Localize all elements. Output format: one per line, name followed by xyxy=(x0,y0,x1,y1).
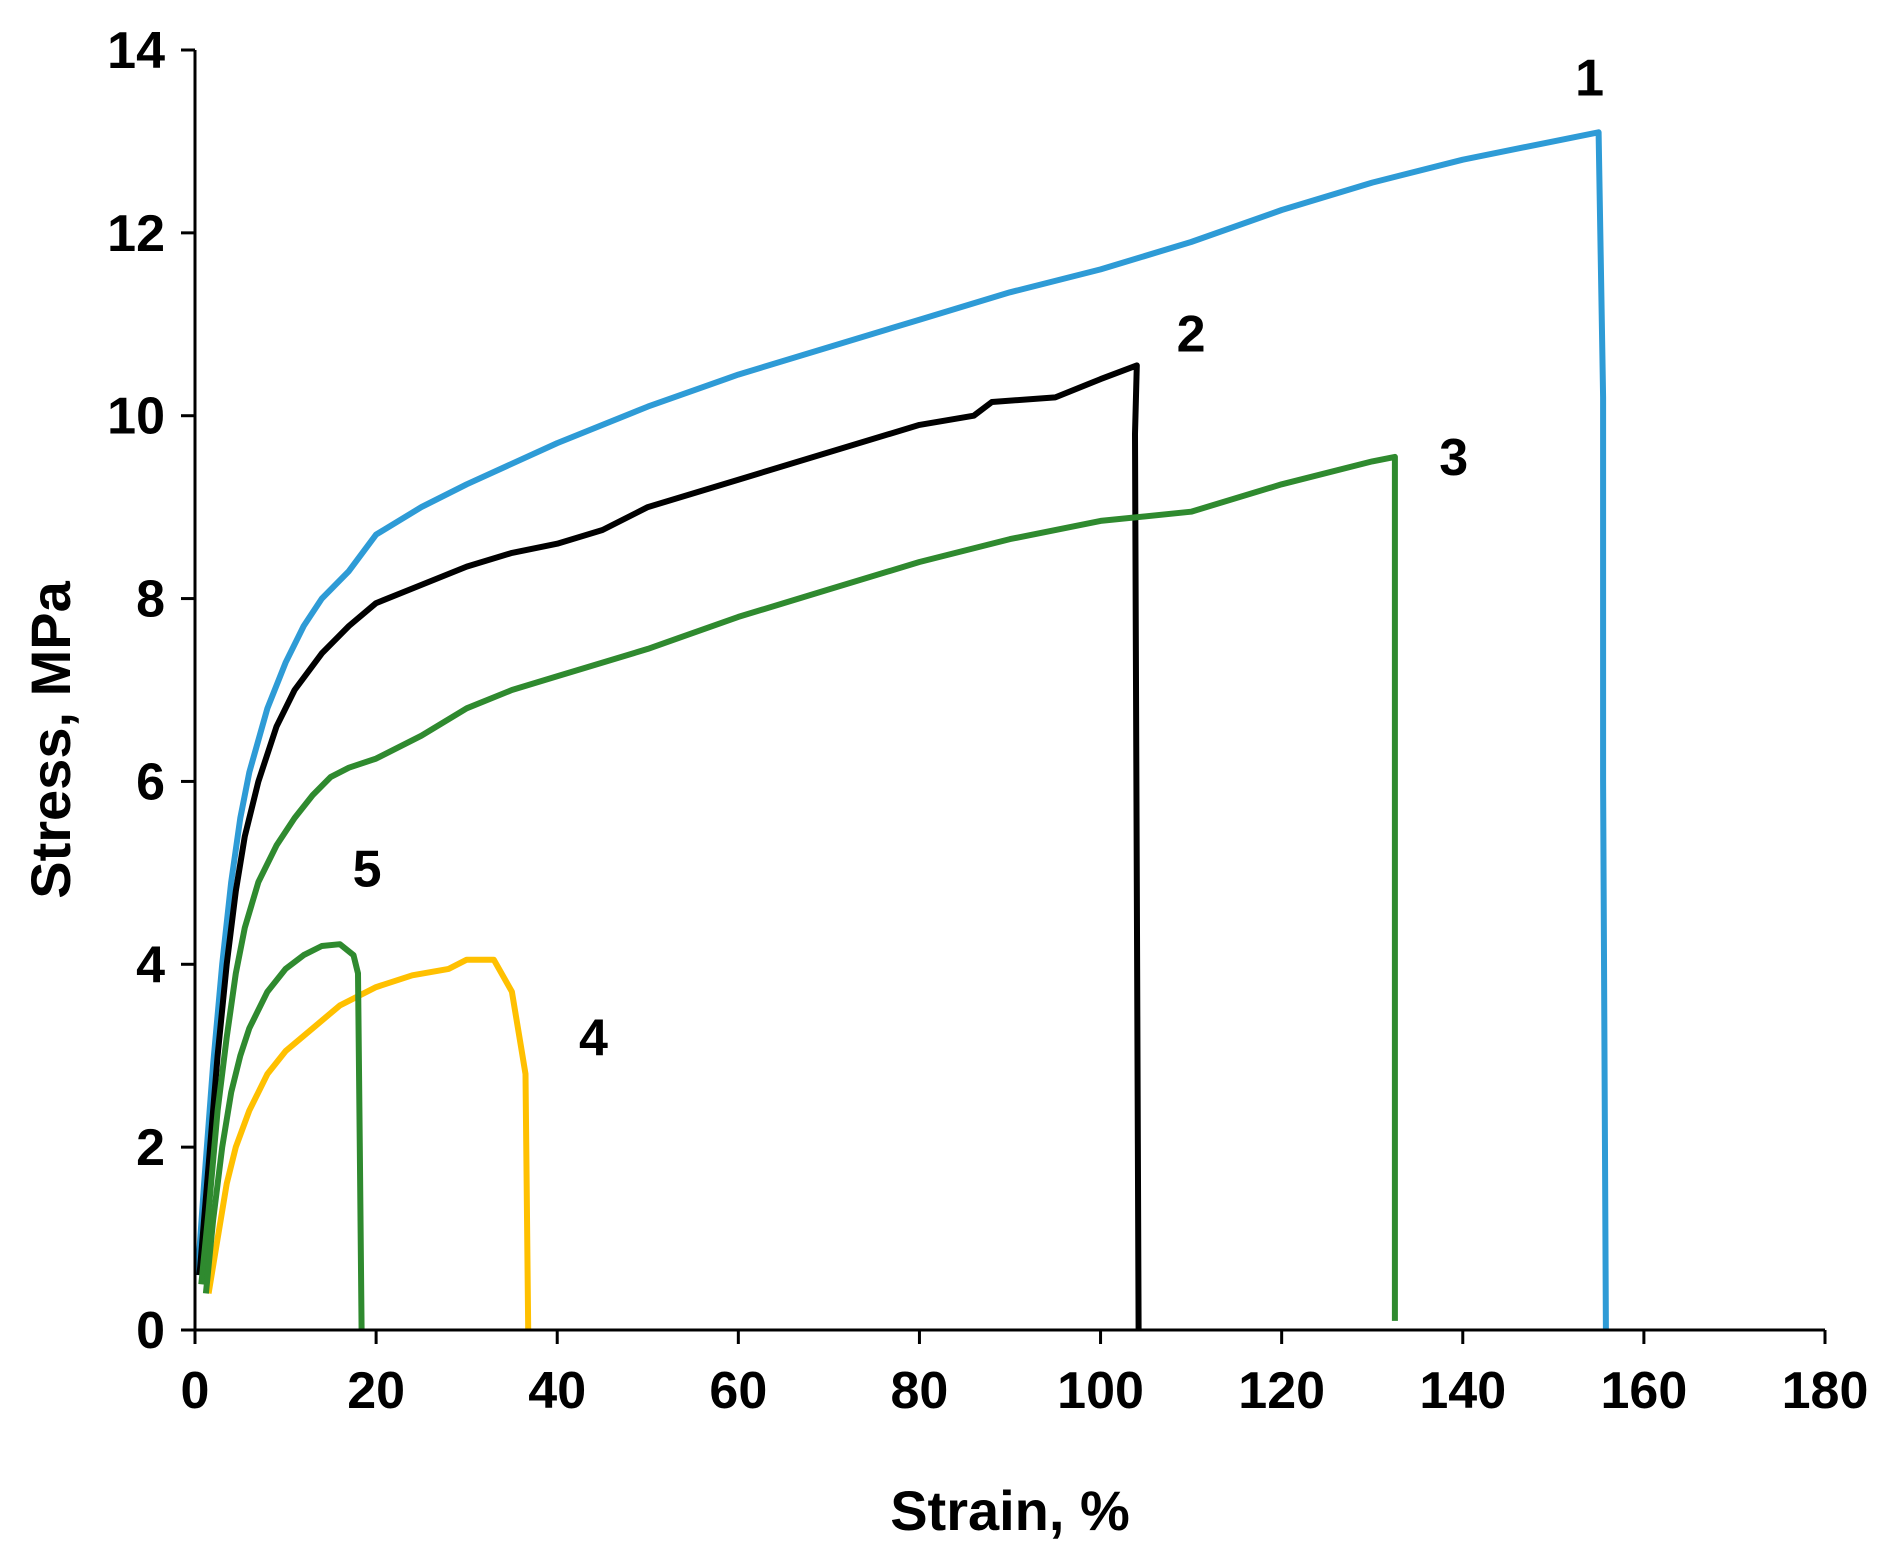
x-tick-label: 180 xyxy=(1782,1362,1869,1420)
x-tick-label: 100 xyxy=(1057,1362,1144,1420)
y-tick-label: 12 xyxy=(107,205,165,263)
series-line-2 xyxy=(196,362,1142,1331)
series-label-3: 3 xyxy=(1439,429,1468,487)
x-tick-label: 40 xyxy=(528,1362,586,1420)
series-line-1 xyxy=(194,129,1609,1331)
x-tick-label: 80 xyxy=(891,1362,949,1420)
x-tick-label: 0 xyxy=(181,1362,210,1420)
x-tick-label: 120 xyxy=(1238,1362,1325,1420)
y-tick-label: 10 xyxy=(107,388,165,446)
x-tick-label: 160 xyxy=(1601,1362,1688,1420)
y-tick-label: 6 xyxy=(136,753,165,811)
curve-labels-layer: 1 2 3 4 5 xyxy=(353,49,1604,1067)
y-tick-label: 8 xyxy=(136,571,165,629)
y-tick-label: 2 xyxy=(136,1119,165,1177)
series-label-5: 5 xyxy=(353,840,382,898)
x-axis-title: Strain, % xyxy=(890,1479,1130,1542)
series-line-5 xyxy=(202,941,365,1331)
y-tick-label: 0 xyxy=(136,1302,165,1360)
x-tick-label: 140 xyxy=(1419,1362,1506,1420)
x-tick-label: 60 xyxy=(709,1362,767,1420)
curves-layer xyxy=(194,129,1609,1331)
y-tick-label: 14 xyxy=(107,22,165,80)
y-tick-label: 4 xyxy=(136,936,165,994)
axes-layer xyxy=(193,50,1825,1332)
series-label-2: 2 xyxy=(1177,305,1206,363)
series-label-4: 4 xyxy=(579,1009,608,1067)
series-line-3 xyxy=(198,453,1398,1321)
series-label-1: 1 xyxy=(1575,49,1604,107)
x-tick-label: 20 xyxy=(347,1362,405,1420)
y-axis-title: Stress, MPa xyxy=(19,580,82,898)
